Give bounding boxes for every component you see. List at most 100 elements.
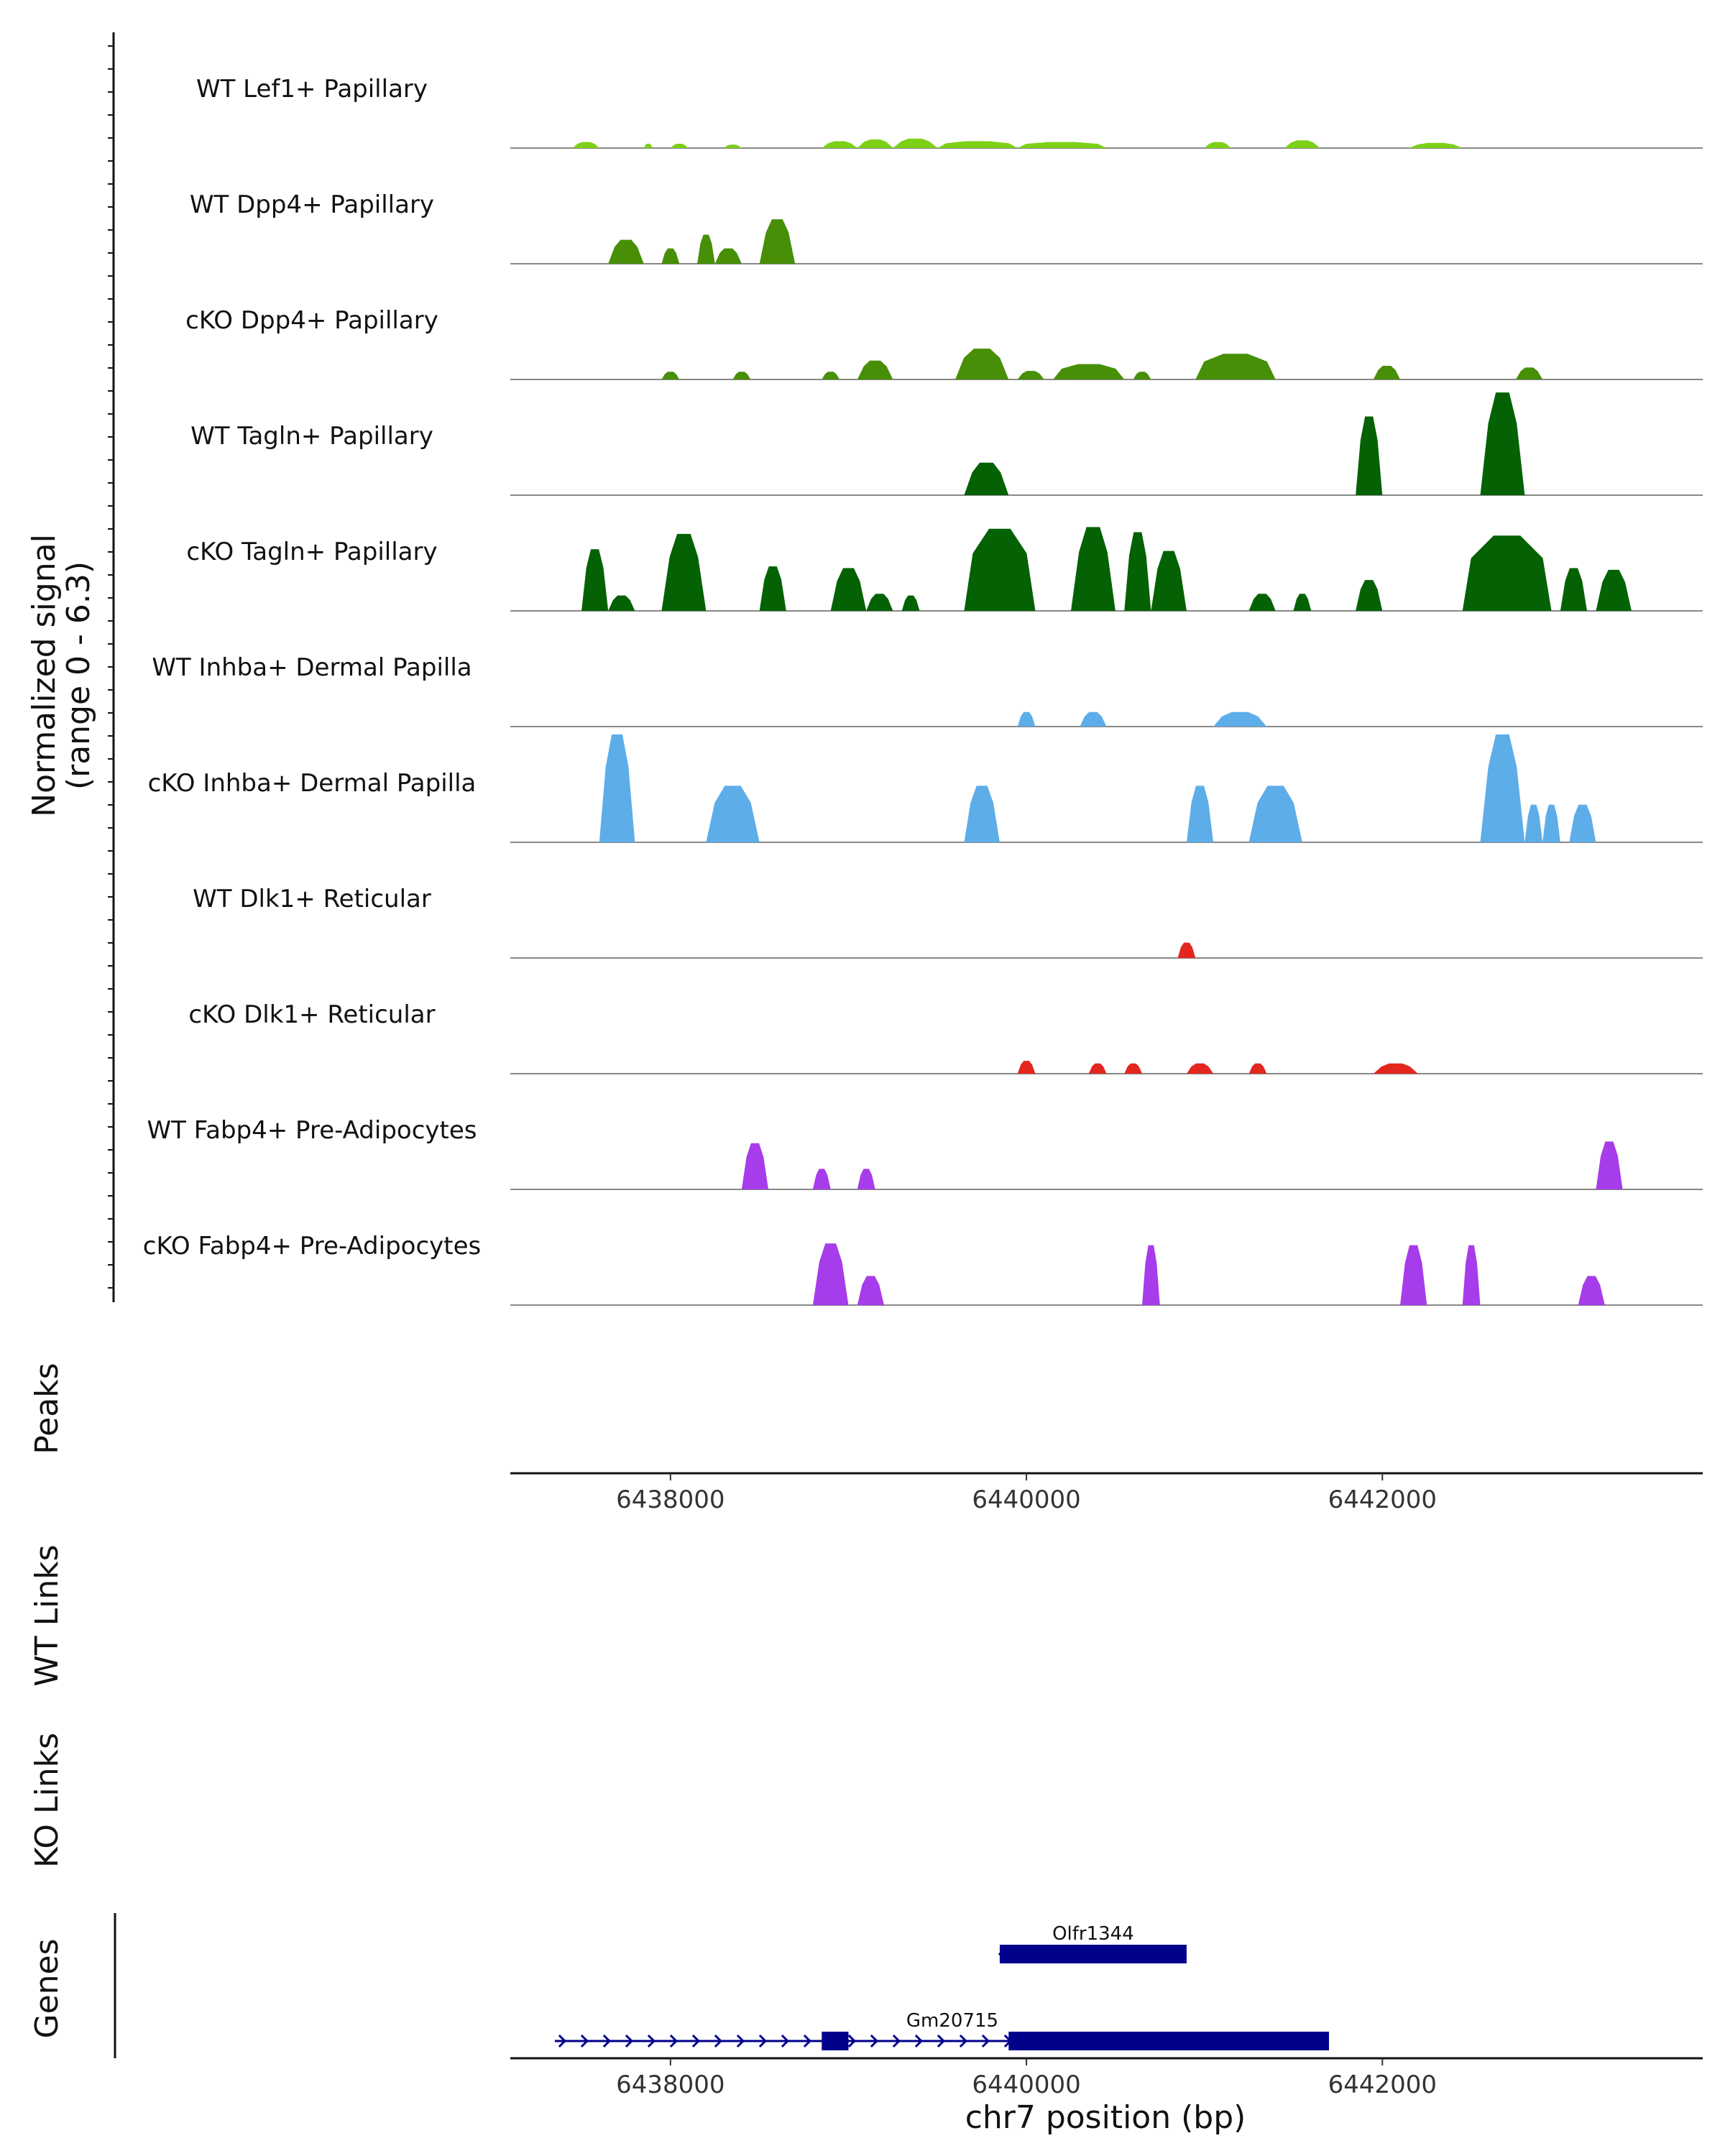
- strand-arrow: [625, 2034, 634, 2048]
- signal-peak: [661, 372, 680, 379]
- coverage-y-axis: [108, 32, 115, 1302]
- strand-arrow: [914, 2034, 924, 2048]
- ko-links-panel: KO Links: [29, 1733, 65, 1868]
- signal-peak: [1053, 364, 1125, 379]
- signal-peak: [1356, 580, 1383, 611]
- signal-peak: [741, 1143, 769, 1189]
- strand-arrow: [647, 2034, 656, 2048]
- strand-arrow: [803, 2034, 812, 2048]
- strand-arrow: [580, 2034, 589, 2048]
- signal-peak: [857, 1276, 884, 1305]
- coverage-y-ticks: [108, 45, 114, 1289]
- signal-peak: [1177, 942, 1196, 958]
- signal-peak: [581, 549, 609, 611]
- signal-peak: [732, 372, 751, 379]
- y-axis-title-line: Normalized signal: [26, 534, 63, 817]
- strand-arrow: [558, 2034, 567, 2048]
- strand-arrow: [870, 2034, 879, 2048]
- gene-model: Olfr1344: [998, 1923, 1187, 1963]
- signal-peak: [1017, 1061, 1036, 1074]
- signal-peak: [1017, 142, 1107, 148]
- signal-peak: [1516, 367, 1543, 379]
- gene-models: Olfr1344 Gm20715: [554, 1923, 1330, 2050]
- gene-exon: [1008, 2032, 1330, 2050]
- coverage-tracks: WT Lef1+ Papillary WT Dpp4+ Papillary cKO …: [143, 75, 1703, 1306]
- signal-peak: [608, 239, 644, 264]
- signal-peak: [696, 234, 715, 264]
- strand-arrow: [959, 2034, 968, 2048]
- gene-label: Gm20715: [906, 2010, 998, 2032]
- signal-peak: [964, 462, 1009, 495]
- track: WT Inhba+ Dermal Papilla: [152, 653, 1703, 727]
- signal-peak: [670, 144, 689, 148]
- track: cKO Dpp4+ Papillary: [185, 306, 1703, 380]
- track-label: cKO Inhba+ Dermal Papilla: [148, 769, 477, 798]
- signal-peak: [812, 1169, 831, 1189]
- signal-peak: [1088, 1063, 1107, 1074]
- signal-peak: [1248, 594, 1276, 611]
- signal-peak: [1373, 1063, 1418, 1074]
- x-tick-label: 6442000: [1328, 2070, 1437, 2099]
- track: WT Dlk1+ Reticular: [193, 885, 1703, 959]
- track: WT Tagln+ Papillary: [190, 392, 1703, 496]
- signal-peak: [1213, 711, 1267, 727]
- signal-peak: [822, 372, 840, 379]
- track-label: WT Dpp4+ Papillary: [190, 190, 434, 219]
- signal-peak: [1124, 1063, 1143, 1074]
- signal-peak: [1124, 532, 1151, 611]
- signal-peak: [857, 139, 893, 148]
- signal-peak: [1596, 1141, 1623, 1189]
- strand-arrow: [691, 2034, 701, 2048]
- strand-arrow: [892, 2034, 901, 2048]
- track-label: cKO Fabp4+ Pre-Adipocytes: [143, 1232, 482, 1261]
- signal-peak: [1248, 786, 1302, 842]
- strand-arrow: [781, 2034, 790, 2048]
- track: WT Fabp4+ Pre-Adipocytes: [147, 1116, 1703, 1190]
- peaks-panel: Peaks 6438000 6440000 6442000: [29, 1363, 1703, 1514]
- ko-links-panel-label: KO Links: [29, 1733, 65, 1868]
- signal-peak: [1560, 568, 1588, 611]
- signal-peak: [661, 533, 707, 611]
- track-label: cKO Tagln+ Papillary: [186, 538, 437, 566]
- signal-peak: [964, 528, 1036, 611]
- strand-arrow: [736, 2034, 745, 2048]
- signal-peak: [1293, 594, 1312, 611]
- strand-arrow: [669, 2034, 678, 2048]
- genes-x-ticks: 6438000 6440000 6442000: [616, 2058, 1437, 2099]
- signal-peak: [964, 786, 1000, 842]
- x-tick-label: 6442000: [1328, 1485, 1437, 1514]
- track-label: WT Dlk1+ Reticular: [193, 885, 431, 913]
- track-label: WT Tagln+ Papillary: [190, 422, 433, 451]
- x-tick-label: 6440000: [972, 1485, 1080, 1514]
- signal-peak: [1569, 804, 1596, 842]
- x-tick-label: 6438000: [616, 2070, 724, 2099]
- signal-peak: [1400, 1245, 1427, 1305]
- signal-peak: [1524, 804, 1543, 842]
- signal-peak: [1070, 527, 1116, 611]
- signal-peak: [608, 595, 635, 611]
- track: cKO Tagln+ Papillary: [186, 527, 1703, 612]
- signal-peak: [572, 142, 599, 148]
- signal-peak: [937, 141, 1018, 148]
- strand-arrow: [937, 2034, 946, 2048]
- signal-peak: [1578, 1276, 1605, 1305]
- signal-peak: [724, 144, 742, 148]
- signal-peak: [955, 349, 1009, 379]
- signal-peak: [857, 360, 893, 379]
- signal-peak: [706, 786, 760, 842]
- gene-exon: [999, 1945, 1187, 1963]
- x-axis-title: chr7 position (bp): [965, 2099, 1246, 2136]
- y-axis-title: Normalized signal(range 0 - 6.3): [26, 534, 97, 817]
- signal-peak: [599, 734, 635, 842]
- signal-peak: [1186, 786, 1214, 842]
- signal-peak: [1186, 1063, 1214, 1074]
- wt-links-panel-label: WT Links: [29, 1544, 65, 1686]
- peaks-panel-label: Peaks: [29, 1363, 65, 1454]
- signal-peak: [759, 219, 796, 264]
- signal-peak: [661, 248, 680, 264]
- x-tick-label: 6438000: [616, 1485, 724, 1514]
- track: cKO Inhba+ Dermal Papilla: [148, 734, 1703, 843]
- genes-panel: Genes Olfr1344 Gm20715 6438000 6440000 6442…: [29, 1913, 1703, 2136]
- signal-peak: [1080, 711, 1107, 727]
